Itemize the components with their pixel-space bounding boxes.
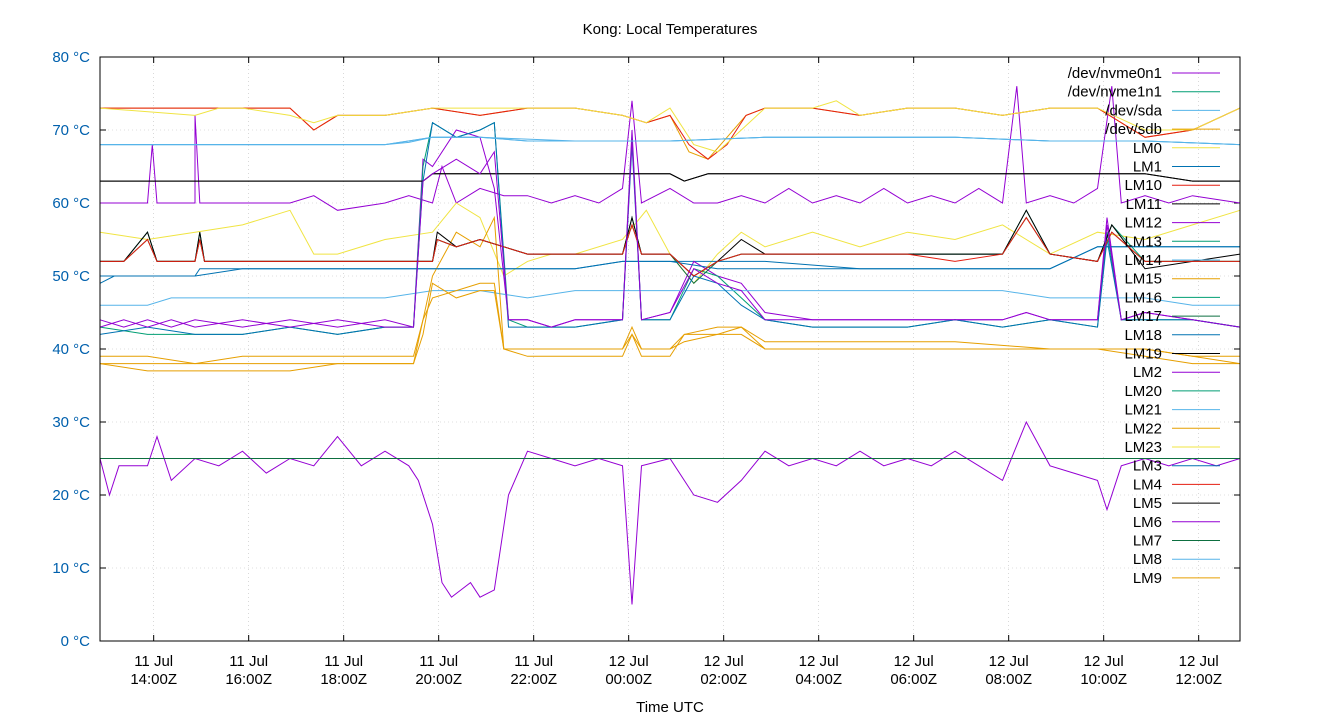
legend-label: LM4 (1133, 476, 1162, 493)
legend-label: /dev/nvme0n1 (1068, 65, 1162, 82)
x-tick-label-date: 11 Jul (134, 653, 173, 670)
x-tick-label-time: 16:00Z (225, 671, 272, 688)
legend-label: LM14 (1124, 252, 1162, 269)
legend-label: /dev/sdb (1105, 121, 1162, 138)
x-tick-label-time: 08:00Z (985, 671, 1032, 688)
legend-label: LM21 (1124, 402, 1162, 419)
chart-title: Kong: Local Temperatures (583, 21, 758, 38)
legend-label: LM13 (1124, 233, 1162, 250)
y-tick-label: 0 °C (61, 633, 91, 650)
x-tick-label-time: 02:00Z (700, 671, 747, 688)
legend-label: /dev/sda (1105, 102, 1162, 119)
legend-label: LM5 (1133, 495, 1162, 512)
legend-label: /dev/nvme1n1 (1068, 84, 1162, 101)
x-tick-label-time: 00:00Z (605, 671, 652, 688)
y-tick-label: 10 °C (52, 560, 90, 577)
x-tick-label-date: 11 Jul (419, 653, 458, 670)
legend-label: LM8 (1133, 551, 1162, 568)
legend-label: LM23 (1124, 439, 1162, 456)
series-line (99, 100, 1241, 153)
legend-label: LM18 (1124, 327, 1162, 344)
y-tick-label: 80 °C (52, 49, 90, 66)
legend-label: LM17 (1124, 308, 1162, 325)
legend-label: LM6 (1133, 514, 1162, 531)
x-tick-label-date: 12 Jul (1179, 653, 1219, 670)
series-line (100, 86, 1241, 211)
x-tick-label-date: 12 Jul (1084, 653, 1124, 670)
y-tick-label: 50 °C (52, 268, 90, 285)
legend-label: LM1 (1133, 159, 1162, 176)
x-tick-label-date: 12 Jul (894, 653, 934, 670)
x-tick-label-time: 10:00Z (1080, 671, 1127, 688)
legend-label: LM15 (1124, 271, 1162, 288)
x-tick-label-time: 20:00Z (415, 671, 462, 688)
legend-label: LM20 (1124, 383, 1162, 400)
y-tick-label: 70 °C (52, 122, 90, 139)
x-tick-label-time: 14:00Z (130, 671, 177, 688)
x-tick-label-date: 11 Jul (514, 653, 553, 670)
series-line (100, 246, 1240, 277)
series-lines (99, 86, 1241, 605)
y-tick-label: 40 °C (52, 341, 90, 358)
x-tick-label-date: 12 Jul (704, 653, 744, 670)
series-line (99, 420, 1241, 605)
x-tick-label-date: 12 Jul (989, 653, 1029, 670)
series-line (100, 290, 1240, 306)
x-tick-label-date: 11 Jul (324, 653, 363, 670)
x-tick-label-time: 06:00Z (890, 671, 937, 688)
legend-label: LM12 (1124, 215, 1162, 232)
series-line (100, 282, 1240, 365)
legend-label: LM9 (1133, 570, 1162, 587)
x-tick-label-time: 04:00Z (795, 671, 842, 688)
legend-label: LM3 (1133, 458, 1162, 475)
x-tick-label-date: 12 Jul (799, 653, 839, 670)
x-tick-label-time: 18:00Z (320, 671, 367, 688)
y-tick-label: 60 °C (52, 195, 90, 212)
legend-label: LM10 (1124, 177, 1162, 194)
series-line (100, 136, 1241, 146)
x-axis-label: Time UTC (636, 699, 704, 716)
legend-label: LM7 (1133, 533, 1162, 550)
legend-label: LM19 (1124, 346, 1162, 363)
series-line (100, 216, 1240, 277)
y-tick-label: 30 °C (52, 414, 90, 431)
y-tick-label: 20 °C (52, 487, 90, 504)
x-tick-label-time: 22:00Z (510, 671, 557, 688)
x-tick-label-date: 12 Jul (609, 653, 649, 670)
series-line (100, 173, 1240, 182)
legend: /dev/nvme0n1/dev/nvme1n1/dev/sda/dev/sdb… (1068, 65, 1220, 587)
x-tick-label-time: 12:00Z (1175, 671, 1222, 688)
plot-border (99, 56, 1241, 642)
legend-label: LM11 (1126, 196, 1162, 213)
legend-label: LM16 (1124, 289, 1162, 306)
y-axis-ticks: 0 °C 10 °C 20 °C 30 °C 40 °C 50 °C 60 °C 70 °C 8… (52, 49, 1240, 650)
series-line (99, 137, 1241, 328)
legend-label: LM0 (1133, 140, 1162, 157)
legend-label: LM22 (1124, 420, 1162, 437)
x-tick-label-date: 11 Jul (229, 653, 268, 670)
legend-label: LM2 (1133, 364, 1162, 381)
